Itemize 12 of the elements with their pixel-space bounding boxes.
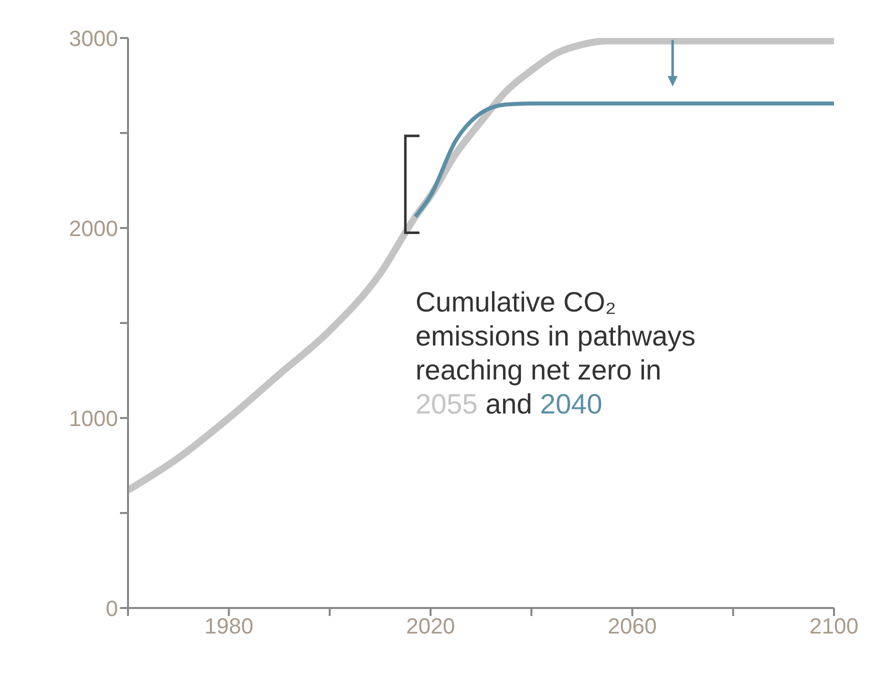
annotation: and	[478, 388, 540, 420]
y-tick-label: 3000	[69, 26, 118, 51]
y-tick-label: 0	[106, 596, 118, 621]
x-tick-label: 2060	[608, 614, 657, 639]
text: 2040	[540, 388, 602, 420]
y-tick-label: 1000	[69, 406, 118, 431]
text: 2055	[415, 388, 478, 420]
x-tick-label: 1980	[204, 614, 254, 639]
line-series	[413, 102, 834, 219]
x-tick-label: 2020	[406, 614, 456, 639]
y-tick-label: 2000	[69, 216, 118, 241]
x-tick-label: 2100	[810, 614, 858, 639]
